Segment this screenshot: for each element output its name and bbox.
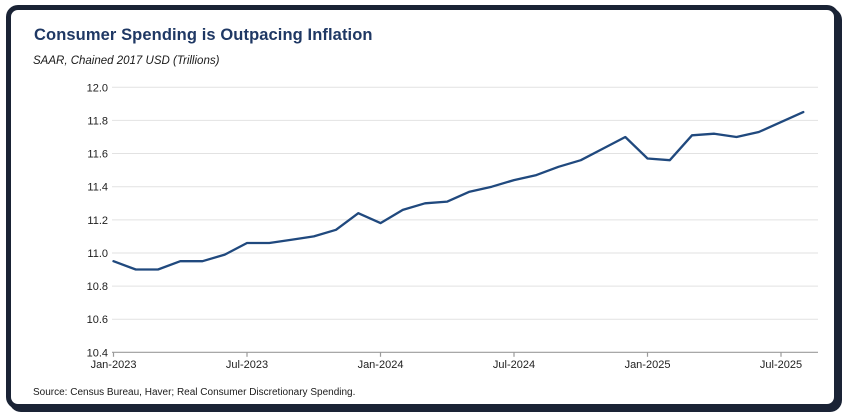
spending-line <box>112 110 805 271</box>
chart-frame <box>6 5 839 409</box>
y-axis-label: 11.0 <box>87 248 108 260</box>
chart-title: Consumer Spending is Outpacing Inflation <box>34 26 373 44</box>
y-axis-label: 11.6 <box>87 149 108 161</box>
y-axis-label: 10.8 <box>87 281 108 293</box>
y-axis-label: 11.8 <box>87 115 108 127</box>
y-axis-label: 10.4 <box>87 347 108 359</box>
y-axis-label: 12.0 <box>87 82 108 94</box>
y-axis-label: 11.4 <box>87 182 108 194</box>
x-axis-label: Jan-2025 <box>625 359 671 371</box>
y-axis-label: 10.6 <box>87 314 108 326</box>
x-axis-label: Jan-2024 <box>358 359 404 371</box>
source-note: Source: Census Bureau, Haver; Real Consu… <box>33 387 356 398</box>
x-axis-label: Jul-2023 <box>226 359 268 371</box>
x-axis-label: Jan-2023 <box>91 359 137 371</box>
x-axis-label: Jul-2025 <box>760 359 802 371</box>
x-axis-label: Jul-2024 <box>493 359 535 371</box>
chart-subtitle: SAAR, Chained 2017 USD (Trillions) <box>33 55 220 67</box>
y-axis-label: 11.2 <box>87 215 108 227</box>
